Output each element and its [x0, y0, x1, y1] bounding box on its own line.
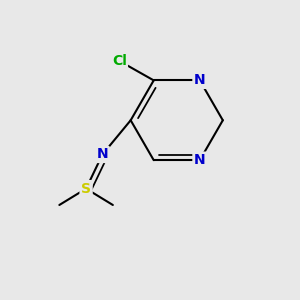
Text: N: N — [194, 74, 206, 87]
Text: Cl: Cl — [112, 54, 127, 68]
Text: N: N — [194, 153, 206, 167]
Text: S: S — [81, 182, 91, 196]
Text: N: N — [97, 148, 108, 161]
